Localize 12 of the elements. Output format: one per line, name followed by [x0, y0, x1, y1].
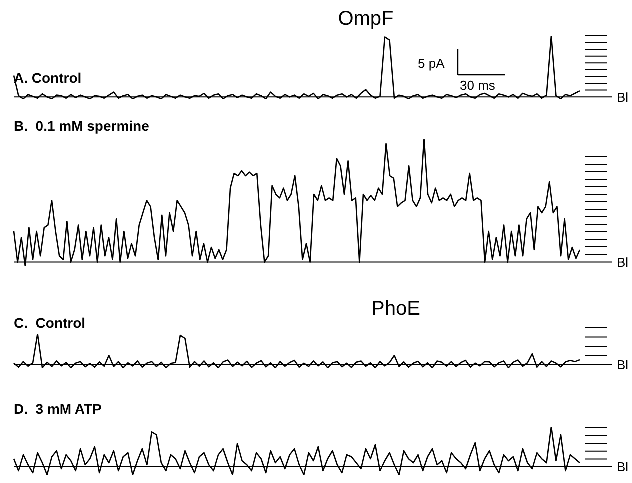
chart-subtitle: C. Control [14, 315, 86, 331]
annotation: 30 ms [460, 78, 496, 93]
chart-subtitle: D. 3 mM ATP [14, 401, 102, 417]
ref-line-label: Bl [617, 90, 629, 105]
chart-title: OmpF [337, 8, 395, 31]
ref-line-label: Bl [617, 254, 629, 270]
chart-subtitle: B. 0.1 mM spermine [14, 118, 150, 134]
ref-line-label: Bl [617, 358, 629, 373]
chart-title: PhoE [372, 298, 420, 320]
ref-line-label: Bl [617, 460, 629, 475]
annotation: 5 pA [418, 56, 445, 71]
text: A. Control [14, 70, 82, 86]
